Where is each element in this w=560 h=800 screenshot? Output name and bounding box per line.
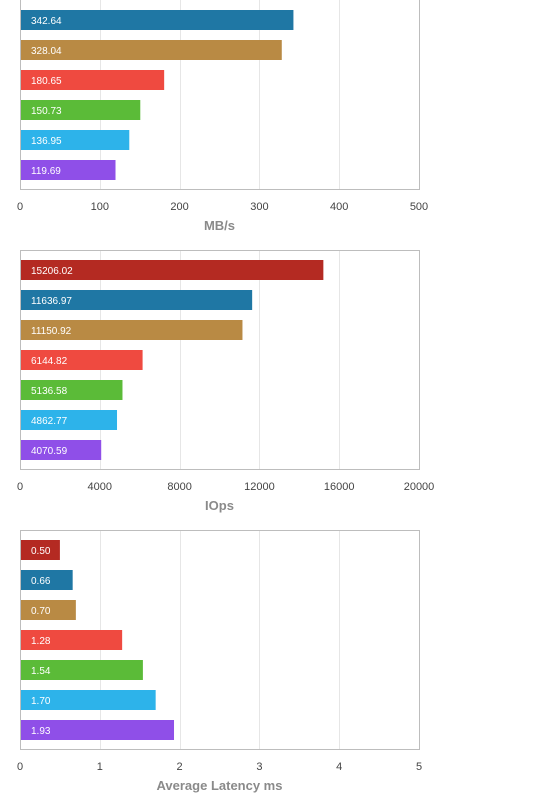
bar-value-label: 342.64 [31, 16, 62, 27]
x-tick-label: 200 [170, 201, 188, 213]
bar-value-label: 6144.82 [31, 356, 68, 367]
bar-value-label: 11150.92 [31, 326, 72, 337]
x-tick-label: 4000 [88, 481, 112, 493]
bar-value-label: 15206.02 [31, 266, 73, 277]
bar-1-5 [21, 130, 130, 150]
x-tick-label: 400 [330, 201, 348, 213]
x-tick-label: 500 [410, 201, 428, 213]
bar-3-6 [21, 690, 156, 710]
x-tick-label: 1 [97, 761, 103, 773]
bar-2-3 [21, 320, 243, 340]
x-tick-label: 5 [416, 761, 422, 773]
bar-value-label: 180.65 [31, 76, 62, 87]
bar-value-label: 5136.58 [31, 386, 68, 397]
plot-area-1 [20, 0, 420, 190]
bar-1-1 [21, 10, 294, 30]
bar-value-label: 11636.97 [31, 296, 72, 307]
x-tick-label: 0 [17, 761, 23, 773]
x-tick-label: 4 [336, 761, 342, 773]
x-tick-label: 100 [91, 201, 109, 213]
bar-2-1 [21, 260, 324, 280]
x-axis-title: IOps [205, 498, 234, 513]
bar-3-4 [21, 630, 123, 650]
bar-value-label: 328.04 [31, 46, 62, 57]
bar-3-7 [21, 720, 175, 740]
bar-value-label: 1.54 [31, 666, 51, 677]
bar-value-label: 4862.77 [31, 416, 68, 427]
x-tick-label: 2 [177, 761, 183, 773]
bar-2-7 [21, 440, 102, 460]
bar-2-2 [21, 290, 253, 310]
bar-value-label: 0.70 [31, 606, 51, 617]
bar-1-2 [21, 40, 282, 60]
bar-2-4 [21, 350, 143, 370]
x-axis-title: MB/s [204, 218, 235, 233]
x-tick-label: 12000 [244, 481, 275, 493]
bar-value-label: 136.95 [31, 136, 62, 147]
bar-value-label: 119.69 [31, 166, 61, 177]
x-axis-title: Average Latency ms [157, 778, 283, 793]
bar-value-label: 0.50 [31, 546, 51, 557]
bar-1-3 [21, 70, 165, 90]
x-tick-label: 0 [17, 201, 23, 213]
bar-3-2 [21, 570, 73, 590]
bar-value-label: 0.66 [31, 576, 51, 587]
bar-value-label: 1.28 [31, 636, 51, 647]
bar-2-6 [21, 410, 118, 430]
bar-value-label: 1.93 [31, 726, 51, 737]
bar-2-5 [21, 380, 123, 400]
bar-value-label: 150.73 [31, 106, 62, 117]
bar-3-1 [21, 540, 60, 560]
bar-value-label: 1.70 [31, 696, 51, 707]
bar-value-label: 4070.59 [31, 446, 68, 457]
x-tick-label: 16000 [324, 481, 355, 493]
x-tick-label: 8000 [167, 481, 191, 493]
bar-3-3 [21, 600, 76, 620]
x-tick-label: 0 [17, 481, 23, 493]
bar-1-4 [21, 100, 141, 120]
bar-1-6 [21, 160, 116, 180]
x-tick-label: 3 [256, 761, 262, 773]
x-tick-label: 300 [250, 201, 268, 213]
bar-3-5 [21, 660, 143, 680]
x-tick-label: 20000 [404, 481, 435, 493]
